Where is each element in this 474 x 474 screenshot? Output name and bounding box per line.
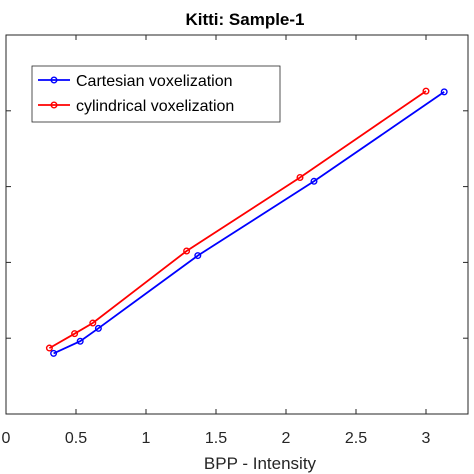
data-point [71, 330, 79, 338]
x-tick-label: 0.5 [65, 430, 87, 447]
x-tick-label: 0 [2, 430, 11, 447]
data-point [422, 87, 430, 95]
series-line [48, 90, 427, 349]
legend-box [31, 65, 281, 123]
x-tick-label: 1.5 [205, 430, 227, 447]
x-axis-label: BPP - Intensity [204, 454, 317, 473]
data-point [76, 337, 84, 345]
x-tick-label: 3 [422, 430, 431, 447]
series-line [53, 91, 445, 355]
legend-label: Cartesian voxelization [76, 73, 233, 90]
data-point [89, 319, 97, 327]
data-point [50, 349, 58, 357]
data-point [94, 324, 102, 332]
legend: Cartesian voxelization cylindrical voxeli… [31, 65, 281, 123]
data-point [45, 344, 53, 352]
axes-box [5, 34, 469, 415]
data-point [310, 177, 318, 185]
x-tick-label: 2 [282, 430, 291, 447]
data-point [440, 88, 448, 96]
chart-title: Kitti: Sample-1 [185, 10, 304, 29]
legend-marker [50, 76, 58, 84]
data-point [183, 247, 191, 255]
series-layer [45, 87, 448, 357]
legend-marker [50, 101, 58, 109]
data-point [296, 174, 304, 182]
axes: 0 0.5 1 1.5 2 2.5 3 [2, 34, 469, 447]
data-point [194, 252, 202, 260]
legend-label: cylindrical voxelization [76, 98, 234, 115]
x-tick-label: 1 [142, 430, 151, 447]
x-tick-label: 2.5 [345, 430, 367, 447]
